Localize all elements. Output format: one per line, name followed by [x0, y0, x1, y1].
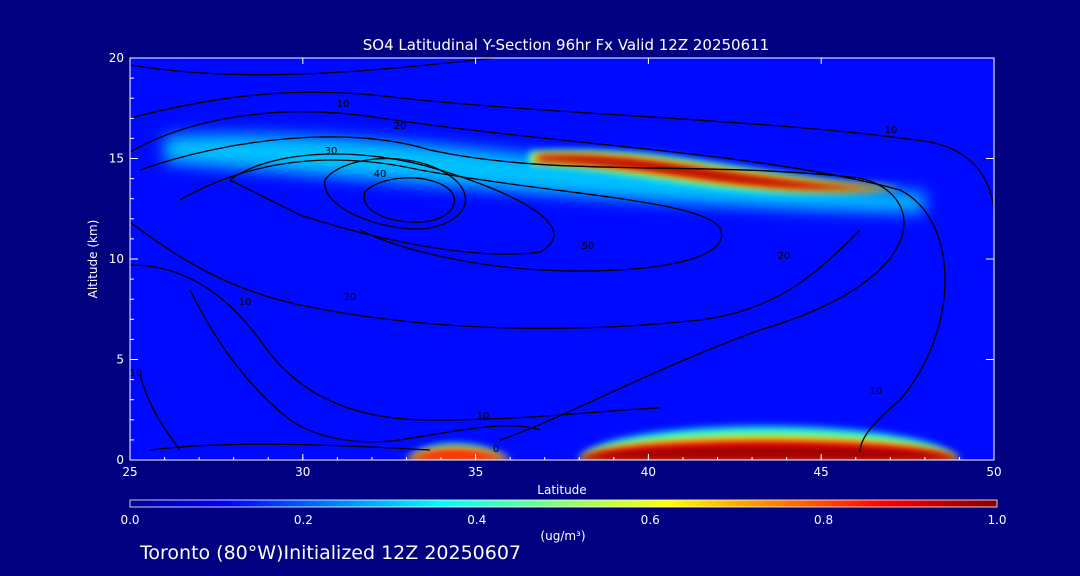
- x-tick-label: 40: [641, 465, 656, 479]
- x-tick-label: 45: [814, 465, 829, 479]
- contour-line: [139, 136, 905, 441]
- colorbar-label: (ug/m³): [540, 529, 585, 543]
- surface-layer: [579, 445, 960, 460]
- colorbar-tick-label: 0.8: [814, 513, 833, 527]
- y-tick-label: 15: [109, 152, 124, 166]
- plot-area: 10 20 30 40 50 20 10 10 20 10 10 10 0: [130, 58, 994, 460]
- colorbar-tick-label: 0.0: [120, 513, 139, 527]
- contour-line: [189, 289, 541, 443]
- colorbar-tick-label: 0.2: [294, 513, 313, 527]
- y-tick-label: 20: [109, 51, 124, 65]
- upper-plume-layer: [539, 156, 895, 190]
- contour-lines: [130, 58, 994, 453]
- contour-label: 20: [778, 251, 791, 262]
- colorbar-tick-label: 1.0: [987, 513, 1006, 527]
- contour-label: 20: [394, 121, 407, 132]
- contour-line: [324, 157, 467, 230]
- contour-labels: 10 20 30 40 50 20 10 10 20 10 10 10 0: [130, 99, 898, 455]
- contour-label: 10: [130, 368, 143, 379]
- surface-layer: [406, 450, 511, 460]
- contour-line: [149, 443, 431, 451]
- contour-label: 0: [493, 444, 499, 455]
- y-tick-label: 0: [116, 453, 124, 467]
- contour-label: 10: [870, 386, 883, 397]
- chart-title: SO4 Latitudinal Y-Section 96hr Fx Valid …: [363, 36, 769, 54]
- x-axis: 25 30 35 40 45 50: [122, 58, 1002, 479]
- y-axis: 0 5 10 15 20: [109, 51, 994, 467]
- contour-line: [228, 153, 555, 255]
- y-tick-label: 5: [116, 353, 124, 367]
- x-tick-label: 50: [986, 465, 1001, 479]
- contour-label: 30: [325, 146, 338, 157]
- contour-line: [139, 374, 181, 451]
- contour-label: 10: [337, 99, 350, 110]
- x-tick-label: 35: [468, 465, 483, 479]
- x-tick-label: 30: [295, 465, 310, 479]
- contour-label: 50: [582, 241, 595, 252]
- contour-line: [130, 58, 496, 76]
- colorbar-tick-label: 0.4: [467, 513, 486, 527]
- contour-line: [130, 91, 994, 211]
- colorbar-ticks: 0.0 0.2 0.4 0.6 0.8 1.0: [120, 513, 1006, 527]
- contour-line: [179, 159, 723, 272]
- colorbar: [129, 499, 998, 508]
- x-tick-label: 25: [122, 465, 137, 479]
- contour-label: 10: [477, 411, 490, 422]
- contour-label: 20: [344, 292, 357, 303]
- contour-label: 10: [239, 297, 252, 308]
- contour-line: [130, 264, 661, 421]
- footer-location-info: Toronto (80°W)Initialized 12Z 20250607: [140, 542, 522, 564]
- contour-line: [130, 111, 946, 453]
- colorbar-tick-label: 0.6: [641, 513, 660, 527]
- x-axis-label: Latitude: [537, 483, 586, 497]
- contour-label: 10: [885, 125, 898, 136]
- contour-line: [363, 177, 456, 223]
- contour-label: 40: [374, 169, 387, 180]
- contour-line: [130, 221, 861, 330]
- y-axis-label: Altitude (km): [86, 220, 100, 299]
- y-tick-label: 10: [109, 252, 124, 266]
- concentration-background: [130, 58, 994, 460]
